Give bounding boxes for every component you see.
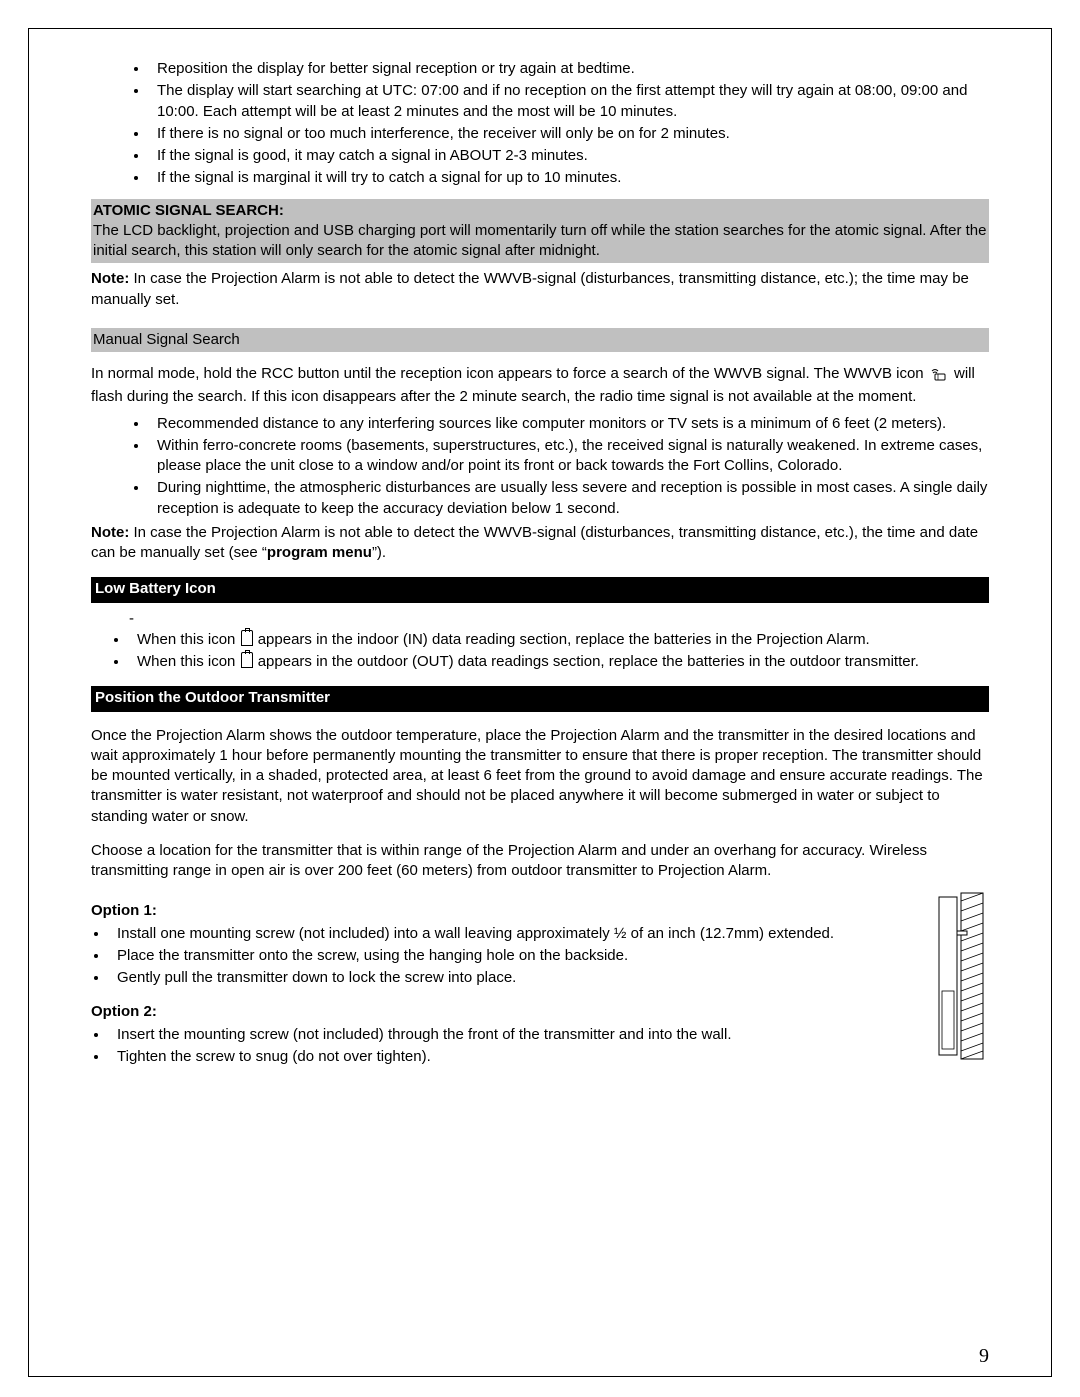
manual-note: Note: In case the Projection Alarm is no… — [91, 523, 989, 564]
note-label: Note: — [91, 270, 129, 287]
lb-text-pre: When this icon — [137, 653, 240, 670]
position-p2: Choose a location for the transmitter th… — [91, 841, 989, 882]
list-item: If the signal is marginal it will try to… — [149, 168, 989, 188]
low-battery-dash: - — [91, 609, 989, 629]
manual-search-title-bar: Manual Signal Search — [91, 328, 989, 352]
note-body-post: ”). — [372, 544, 386, 561]
manual-search-title: Manual Signal Search — [93, 331, 240, 348]
list-item: The display will start searching at UTC:… — [149, 81, 989, 122]
low-battery-list: When this icon appears in the indoor (IN… — [91, 630, 989, 673]
page: Reposition the display for better signal… — [0, 0, 1080, 1397]
note-label: Note: — [91, 524, 129, 541]
manual-intro-pre: In normal mode, hold the RCC button unti… — [91, 365, 928, 382]
list-item: When this icon appears in the indoor (IN… — [129, 630, 989, 650]
battery-low-icon — [241, 630, 253, 646]
list-item: - — [129, 609, 989, 629]
note-body: In case the Projection Alarm is not able… — [91, 270, 969, 307]
position-title: Position the Outdoor Transmitter — [95, 689, 330, 706]
list-item: During nighttime, the atmospheric distur… — [149, 478, 989, 519]
battery-low-icon — [241, 652, 253, 668]
atomic-signal-block: ATOMIC SIGNAL SEARCH: The LCD backlight,… — [91, 199, 989, 264]
list-item: Reposition the display for better signal… — [149, 59, 989, 79]
list-item: If there is no signal or too much interf… — [149, 124, 989, 144]
list-item: Gently pull the transmitter down to lock… — [109, 968, 897, 988]
list-item: Tighten the screw to snug (do not over t… — [109, 1047, 897, 1067]
option2-title: Option 2: — [91, 1002, 897, 1022]
list-item: If the signal is good, it may catch a si… — [149, 146, 989, 166]
atomic-note: Note: In case the Projection Alarm is no… — [91, 269, 989, 310]
lb-text-post: appears in the indoor (IN) data reading … — [254, 631, 870, 648]
position-title-bar: Position the Outdoor Transmitter — [91, 686, 989, 711]
atomic-signal-title: ATOMIC SIGNAL SEARCH: — [93, 201, 987, 221]
page-number: 9 — [979, 1343, 989, 1370]
note-body-pre: In case the Projection Alarm is not able… — [91, 524, 978, 561]
wwvb-icon — [930, 367, 948, 387]
list-item: Insert the mounting screw (not included)… — [109, 1025, 897, 1045]
option1-list: Install one mounting screw (not included… — [91, 924, 897, 989]
option1-title: Option 1: — [91, 901, 897, 921]
lb-text-pre: When this icon — [137, 631, 240, 648]
list-item: Install one mounting screw (not included… — [109, 924, 897, 944]
option2-list: Insert the mounting screw (not included)… — [91, 1025, 897, 1068]
manual-intro: In normal mode, hold the RCC button unti… — [91, 364, 989, 408]
options-text: Option 1: Install one mounting screw (no… — [91, 887, 897, 1071]
note-body-bold: program menu — [267, 544, 372, 561]
list-item: Place the transmitter onto the screw, us… — [109, 946, 897, 966]
options-row: Option 1: Install one mounting screw (no… — [91, 887, 989, 1071]
list-item: When this icon appears in the outdoor (O… — [129, 652, 989, 672]
list-item: Recommended distance to any interfering … — [149, 414, 989, 434]
mounting-diagram — [909, 887, 989, 1067]
intro-bullet-list: Reposition the display for better signal… — [91, 59, 989, 189]
position-p1: Once the Projection Alarm shows the outd… — [91, 726, 989, 827]
low-battery-title-bar: Low Battery Icon — [91, 577, 989, 602]
page-frame: Reposition the display for better signal… — [28, 28, 1052, 1377]
manual-bullet-list: Recommended distance to any interfering … — [91, 414, 989, 519]
list-item: Within ferro-concrete rooms (basements, … — [149, 436, 989, 477]
lb-text-post: appears in the outdoor (OUT) data readin… — [254, 653, 919, 670]
atomic-signal-body: The LCD backlight, projection and USB ch… — [93, 221, 987, 262]
low-battery-title: Low Battery Icon — [95, 580, 216, 597]
